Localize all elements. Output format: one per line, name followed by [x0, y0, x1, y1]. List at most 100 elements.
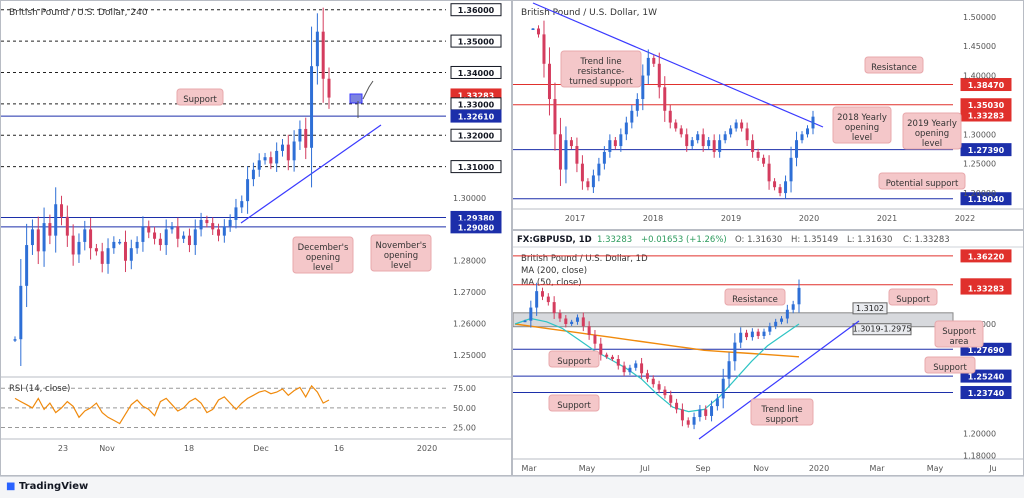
- callout-support-area-bg: [934, 320, 984, 348]
- y-tick: 1.20000: [963, 429, 996, 438]
- zone-top-label-bg: [852, 302, 888, 315]
- candle-body: [581, 317, 585, 327]
- candle-body: [570, 321, 574, 324]
- change-label: +0.01653 (+1.26%): [641, 235, 727, 245]
- candle-body: [246, 179, 250, 202]
- candle-body: [547, 63, 551, 100]
- y-tick: 1.18000: [963, 451, 996, 460]
- candle-body: [558, 313, 562, 319]
- candle-body: [698, 409, 702, 418]
- level-tag: 1.32000: [458, 132, 495, 141]
- chart-4h[interactable]: British Pound / U.S. Dollar, 240 1.36000 1…: [0, 0, 512, 476]
- y-tick: 1.26000: [453, 320, 486, 329]
- high-label: H: 1.35149: [791, 235, 838, 245]
- candle-body: [564, 318, 568, 324]
- candle-body: [774, 321, 778, 327]
- candle-body: [575, 317, 579, 322]
- candle-body: [727, 361, 731, 379]
- level-tag: 1.32610: [458, 113, 495, 122]
- x-tick: May: [579, 464, 596, 473]
- candle-body: [48, 223, 52, 236]
- candle-body: [608, 140, 612, 152]
- callout-nov-open-bg: [370, 234, 432, 272]
- candle-body: [217, 229, 221, 236]
- y-tick: 1.50000: [963, 13, 996, 22]
- zone-bottom-label-bg: [852, 323, 912, 336]
- candle-body: [657, 384, 661, 390]
- candle-body: [54, 204, 58, 236]
- candle-body: [222, 226, 226, 236]
- trend-line: [532, 2, 824, 128]
- x-tick: Mar: [521, 464, 537, 473]
- level-tag: 1.29080: [458, 223, 495, 232]
- candle-body: [100, 251, 104, 264]
- support-tag: 1.27390: [968, 146, 1005, 155]
- x-tick: Mar: [869, 464, 885, 473]
- candle-body: [797, 287, 801, 305]
- chart-weekly-canvas[interactable]: British Pound / U.S. Dollar, 1W1.384701.…: [513, 1, 1024, 230]
- candle-body: [704, 409, 708, 416]
- candle-body: [739, 332, 743, 343]
- candle-body: [745, 332, 749, 338]
- candle-body: [552, 302, 556, 314]
- candle-body: [657, 63, 661, 88]
- candle-body: [701, 134, 705, 147]
- candle-body: [25, 245, 29, 286]
- x-tick: 2019: [721, 214, 741, 223]
- chart-weekly[interactable]: British Pound / U.S. Dollar, 1W 1.38470 1.…: [512, 0, 1024, 230]
- callout-support-3-bg: [924, 356, 976, 374]
- candle-body: [553, 99, 557, 135]
- candle-body: [228, 219, 232, 227]
- candle-body: [785, 309, 789, 319]
- zone-top-label: 1.3102: [856, 304, 884, 313]
- chart-4h-canvas[interactable]: British Pound / U.S. Dollar, 240 1.36000 1…: [1, 1, 512, 476]
- y-tick: 1.40000: [963, 72, 996, 81]
- candle-body: [756, 331, 760, 337]
- trend-line: [698, 320, 860, 440]
- candle-body: [675, 402, 679, 410]
- candle-body: [712, 140, 716, 152]
- callout-support-4-bg: [548, 394, 600, 412]
- candle-body: [234, 207, 238, 220]
- candle-body: [591, 175, 595, 188]
- candle-body: [569, 140, 573, 147]
- callout-nov-open-text: November's: [376, 241, 428, 251]
- y-tick: 1.25000: [963, 160, 996, 169]
- candle-body: [635, 99, 639, 111]
- candle-body: [762, 157, 766, 164]
- callout-nov-open-text: level: [391, 261, 411, 271]
- candle-body: [750, 331, 754, 338]
- candle-body: [257, 160, 261, 170]
- candle-body: [240, 201, 244, 208]
- candle-body: [263, 157, 267, 161]
- candle-body: [610, 356, 614, 360]
- footer-bar: ■ TradingView: [0, 476, 1024, 498]
- candle-body: [205, 219, 209, 224]
- candle-body: [523, 320, 527, 323]
- open-label: O: 1.31630: [735, 235, 782, 245]
- candle-body: [696, 134, 700, 141]
- rsi-tick: 25.00: [453, 424, 476, 433]
- candle-body: [668, 110, 672, 123]
- chart-daily[interactable]: FX:GBPUSD, 1D 1.33283 +0.01653 (+1.26%) O: …: [512, 230, 1024, 476]
- callout-resistance-bg: [864, 56, 924, 74]
- rsi-tick: 50.00: [453, 404, 476, 413]
- y-tick: 1.30000: [963, 130, 996, 139]
- candle-body: [135, 241, 139, 249]
- callout-support-text: Support: [183, 95, 217, 105]
- x-tick: 2020: [417, 444, 437, 453]
- candle-body: [269, 157, 273, 164]
- callout-support-3-text: Support: [933, 363, 967, 373]
- level-tag: 1.35000: [458, 38, 495, 47]
- y-tick: 1.20000: [963, 189, 996, 198]
- last-price: 1.33283: [597, 235, 632, 245]
- level-tag-bg: [450, 109, 502, 123]
- candle-body: [94, 248, 98, 252]
- candle-body: [710, 406, 714, 416]
- candle-body: [599, 343, 603, 355]
- candle-body: [778, 187, 782, 194]
- callout-support-2-bg: [548, 350, 600, 368]
- callout-support-area-text: area: [950, 337, 969, 347]
- chart-daily-canvas[interactable]: FX:GBPUSD, 1D 1.33283 +0.01653 (+1.26%) O: …: [513, 231, 1024, 476]
- x-tick: Jul: [639, 464, 650, 473]
